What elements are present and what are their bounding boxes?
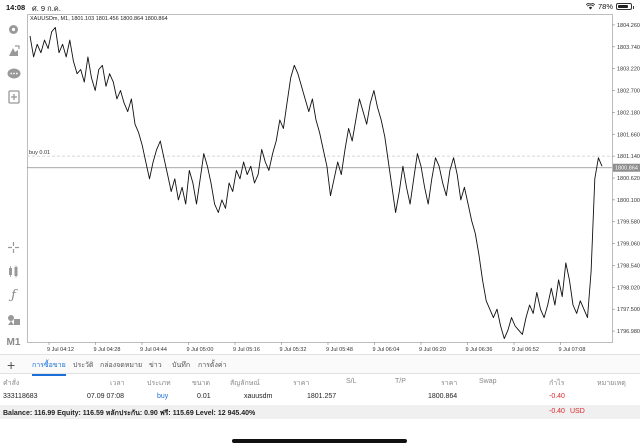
add-tab-button[interactable]: +	[7, 357, 16, 373]
tab-news[interactable]: ข่าว	[149, 362, 162, 369]
objects-icon[interactable]	[4, 310, 23, 329]
row-size: 0.01	[197, 393, 211, 400]
x-tick-label: 9 Jul 04:28	[94, 347, 121, 353]
y-tick-label: 1804.260	[617, 23, 640, 29]
one-click-trade-icon[interactable]	[4, 42, 23, 61]
wifi-icon	[585, 3, 595, 10]
tab-settings[interactable]: การตั้งค่า	[198, 362, 227, 369]
x-tick-label: 9 Jul 04:44	[140, 347, 167, 353]
tab-journal[interactable]: บันทึก	[172, 362, 191, 369]
tab-history[interactable]: ประวัติ	[73, 362, 94, 369]
current-price-label: 1800.864	[615, 166, 638, 172]
timeframe-button[interactable]: M1	[4, 333, 23, 352]
row-current-price: 1800.864	[428, 393, 458, 400]
tab-mailbox[interactable]: กล่องจดหมาย	[100, 362, 143, 369]
function-icon[interactable]: ƒ	[11, 288, 16, 303]
col-comment: หมายเหตุ	[597, 380, 626, 387]
col-swap: Swap	[479, 378, 497, 385]
row-profit: -0.40	[549, 393, 565, 400]
col-order: คำสั่ง	[3, 380, 20, 387]
y-tick-label: 1803.220	[617, 67, 640, 73]
x-tick-label: 9 Jul 05:48	[326, 347, 353, 353]
y-tick-label: 1800.100	[617, 198, 640, 204]
crosshair-tool-icon[interactable]	[4, 238, 23, 257]
summary-profit: -0.40	[549, 408, 565, 415]
x-tick-label: 9 Jul 07:08	[559, 347, 586, 353]
y-tick-label: 1798.540	[617, 263, 640, 269]
battery-percent: 78%	[597, 2, 613, 11]
y-tick-label: 1802.700	[617, 89, 640, 95]
indicators-icon[interactable]	[4, 262, 23, 281]
timeframe-label: M1	[6, 337, 21, 348]
y-tick-label: 1802.180	[617, 110, 640, 116]
y-tick-label: 1800.620	[617, 176, 640, 182]
row-symbol: xauusdm	[244, 393, 273, 400]
tab-trade[interactable]: การซื้อขาย	[32, 360, 66, 376]
status-date: ศ. 9 ก.ค.	[32, 4, 61, 13]
status-time: 14:08	[6, 3, 26, 12]
y-tick-label: 1801.140	[617, 154, 640, 160]
current-price-tag	[613, 163, 640, 172]
status-bar: 14:08 ศ. 9 ก.ค. 78%	[0, 0, 640, 14]
x-tick-label: 9 Jul 06:20	[419, 347, 446, 353]
x-tick-label: 9 Jul 04:12	[47, 347, 74, 353]
col-time: เวลา	[110, 380, 125, 387]
account-summary: Balance: 116.99 Equity: 116.59 หลักประกั…	[0, 405, 640, 419]
col-price: ราคา	[441, 380, 458, 387]
battery-icon	[616, 3, 634, 10]
row-open-price: 1801.257	[307, 393, 337, 400]
chat-icon[interactable]	[4, 64, 23, 83]
row-order: 333118683	[3, 393, 38, 400]
col-tp: T/P	[395, 378, 406, 385]
col-open-price: ราคา	[293, 380, 310, 387]
y-tick-label: 1798.020	[617, 285, 640, 291]
y-tick-label: 1799.580	[617, 220, 640, 226]
y-tick-label: 1799.060	[617, 242, 640, 248]
col-profit: กำไร	[549, 380, 565, 387]
new-order-icon[interactable]	[4, 87, 23, 106]
order-line-label: buy 0.01	[29, 150, 50, 156]
home-indicator	[232, 439, 407, 443]
crosshair-icon[interactable]	[4, 20, 23, 39]
plot-frame	[27, 14, 613, 343]
y-tick-label: 1801.660	[617, 132, 640, 138]
x-tick-label: 9 Jul 05:00	[187, 347, 214, 353]
terminal-tab-bar: + การซื้อขาย ประวัติ กล่องจดหมาย ข่าว บั…	[0, 354, 640, 376]
chart-title: XAUUSDm, M1, 1801.103 1801.456 1800.864 …	[30, 16, 168, 22]
price-chart[interactable]: 1804.260 1803.740 1803.220 1802.700 1802.180…	[27, 14, 640, 354]
x-tick-label: 9 Jul 06:36	[466, 347, 493, 353]
y-tick-label: 1803.740	[617, 45, 640, 51]
x-tick-label: 9 Jul 05:16	[233, 347, 260, 353]
status-right: 78%	[585, 2, 634, 11]
y-tick-label: 1796.980	[617, 329, 640, 335]
x-tick-label: 9 Jul 06:04	[373, 347, 400, 353]
col-symbol: สัญลักษณ์	[230, 380, 260, 387]
x-tick-label: 9 Jul 05:32	[280, 347, 307, 353]
row-time: 07.09 07:08	[87, 393, 124, 400]
chart-svg: 1804.260 1803.740 1803.220 1802.700 1802.180…	[27, 14, 640, 353]
summary-text: Balance: 116.99 Equity: 116.59 หลักประกั…	[3, 410, 256, 417]
y-tick-label: 1797.500	[617, 307, 640, 313]
x-tick-label: 9 Jul 06:52	[512, 347, 539, 353]
col-type: ประเภท	[147, 380, 171, 387]
price-series-line	[29, 27, 603, 340]
left-toolbar: ƒ M1	[0, 14, 27, 354]
col-sl: S/L	[346, 378, 357, 385]
col-size: ขนาด	[192, 380, 211, 387]
summary-currency: USD	[570, 408, 585, 415]
row-type: buy	[157, 393, 169, 400]
